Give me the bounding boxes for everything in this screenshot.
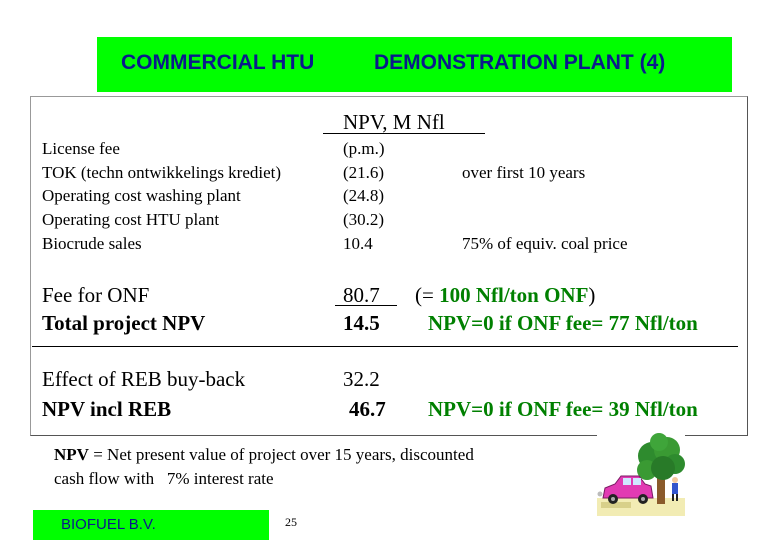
npv-reb-note: NPV=0 if ONF fee= 39 Nfl/ton (428, 397, 698, 421)
fee-note-highlight: 100 Nfl/ton ONF (439, 283, 589, 307)
reb-value: 32.2 (343, 367, 380, 391)
reb-label: Effect of REB buy-back (42, 367, 246, 391)
header-left-title: COMMERCIAL HTU (121, 51, 315, 74)
row-label: TOK (techn ontwikkelings krediet) (42, 163, 281, 183)
page-number: 25 (285, 515, 297, 529)
fee-value: 80.7 (343, 283, 380, 307)
fee-note: (= 100 Nfl/ton ONF) (415, 283, 595, 308)
footer-company-banner: BIOFUEL B.V. (33, 510, 269, 540)
row-value: (30.2) (343, 210, 385, 229)
fee-label: Fee for ONF (42, 283, 150, 307)
row-value: 10.4 (343, 234, 373, 253)
header-right-title: DEMONSTRATION PLANT (4) (374, 51, 666, 74)
header-banner: COMMERCIAL HTU DEMONSTRATION PLANT (4) (97, 37, 732, 92)
fee-note-prefix: (= (415, 283, 440, 307)
car-tree-clipart-icon (597, 432, 685, 516)
npv-reb-value: 46.7 (349, 397, 386, 421)
row-label: License fee (42, 139, 120, 158)
row-label-text: TOK (techn ontwikkelings krediet) (42, 163, 282, 182)
fee-underline (335, 305, 397, 306)
total-label: Total project NPV (42, 311, 206, 335)
footnote-line-2: cash flow with 7% interest rate (54, 469, 274, 488)
section-divider (32, 346, 738, 347)
npv-column-header: NPV, M Nfl (343, 110, 445, 134)
npv-table-box (30, 96, 748, 436)
footnote-term: NPV (54, 445, 89, 464)
row-label: Operating cost washing plant (42, 186, 241, 205)
row-note: over first 10 years (462, 163, 586, 182)
row-value: (21.6) (343, 163, 385, 182)
row-value: (p.m.) (343, 139, 385, 158)
footnote-line-1: NPV = Net present value of project over … (54, 445, 474, 465)
total-value: 14.5 (343, 311, 380, 335)
fee-note-suffix: ) (588, 283, 596, 307)
npv-header-underline (323, 133, 485, 134)
total-note: NPV=0 if ONF fee= 77 Nfl/ton (428, 311, 698, 335)
footer-company-name: BIOFUEL B.V. (61, 516, 156, 533)
row-note: 75% of equiv. coal price (462, 234, 628, 253)
row-value: (24.8) (343, 186, 385, 205)
row-label: Biocrude sales (42, 234, 142, 253)
npv-reb-label: NPV incl REB (42, 397, 172, 421)
row-label: Operating cost HTU plant (42, 210, 220, 229)
footnote-text-1: = Net present value of project over 15 y… (88, 445, 474, 464)
